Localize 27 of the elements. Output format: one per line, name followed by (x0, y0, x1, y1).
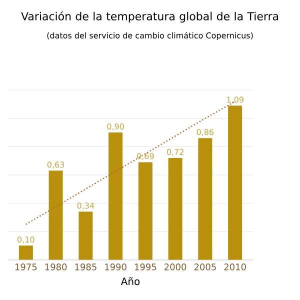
bar (108, 132, 123, 260)
x-tick-label: 2000 (164, 264, 186, 270)
chart-subtitle: (datos del servicio de cambio climático Copernicus) (47, 32, 253, 40)
data-label: 0,10 (18, 236, 34, 244)
bar (168, 158, 182, 260)
data-label: 0,90 (107, 123, 124, 130)
bar (78, 212, 93, 260)
data-label: 0,72 (166, 148, 184, 156)
x-tick-label: 2005 (194, 264, 216, 270)
data-label: 0,34 (77, 202, 94, 210)
bar (18, 246, 33, 260)
x-tick-label: 1995 (134, 264, 156, 270)
data-label: 0,69 (137, 153, 154, 160)
x-tick-label: 1975 (15, 264, 37, 270)
data-label: 1,09 (227, 96, 244, 104)
x-tick-label: 1980 (45, 264, 67, 270)
x-tick-label: 2010 (224, 264, 246, 270)
chart-title: Variación de la temperatura global de la Tierra (21, 11, 278, 23)
x-tick-label: 1985 (75, 264, 96, 270)
x-axis-title: Año (120, 277, 140, 286)
bar (138, 162, 152, 260)
bar (228, 106, 242, 260)
data-label: 0,63 (47, 162, 64, 168)
data-label: 0,86 (196, 129, 214, 136)
bar (198, 138, 212, 260)
x-tick-label: 1990 (105, 264, 126, 270)
bar (48, 170, 63, 260)
